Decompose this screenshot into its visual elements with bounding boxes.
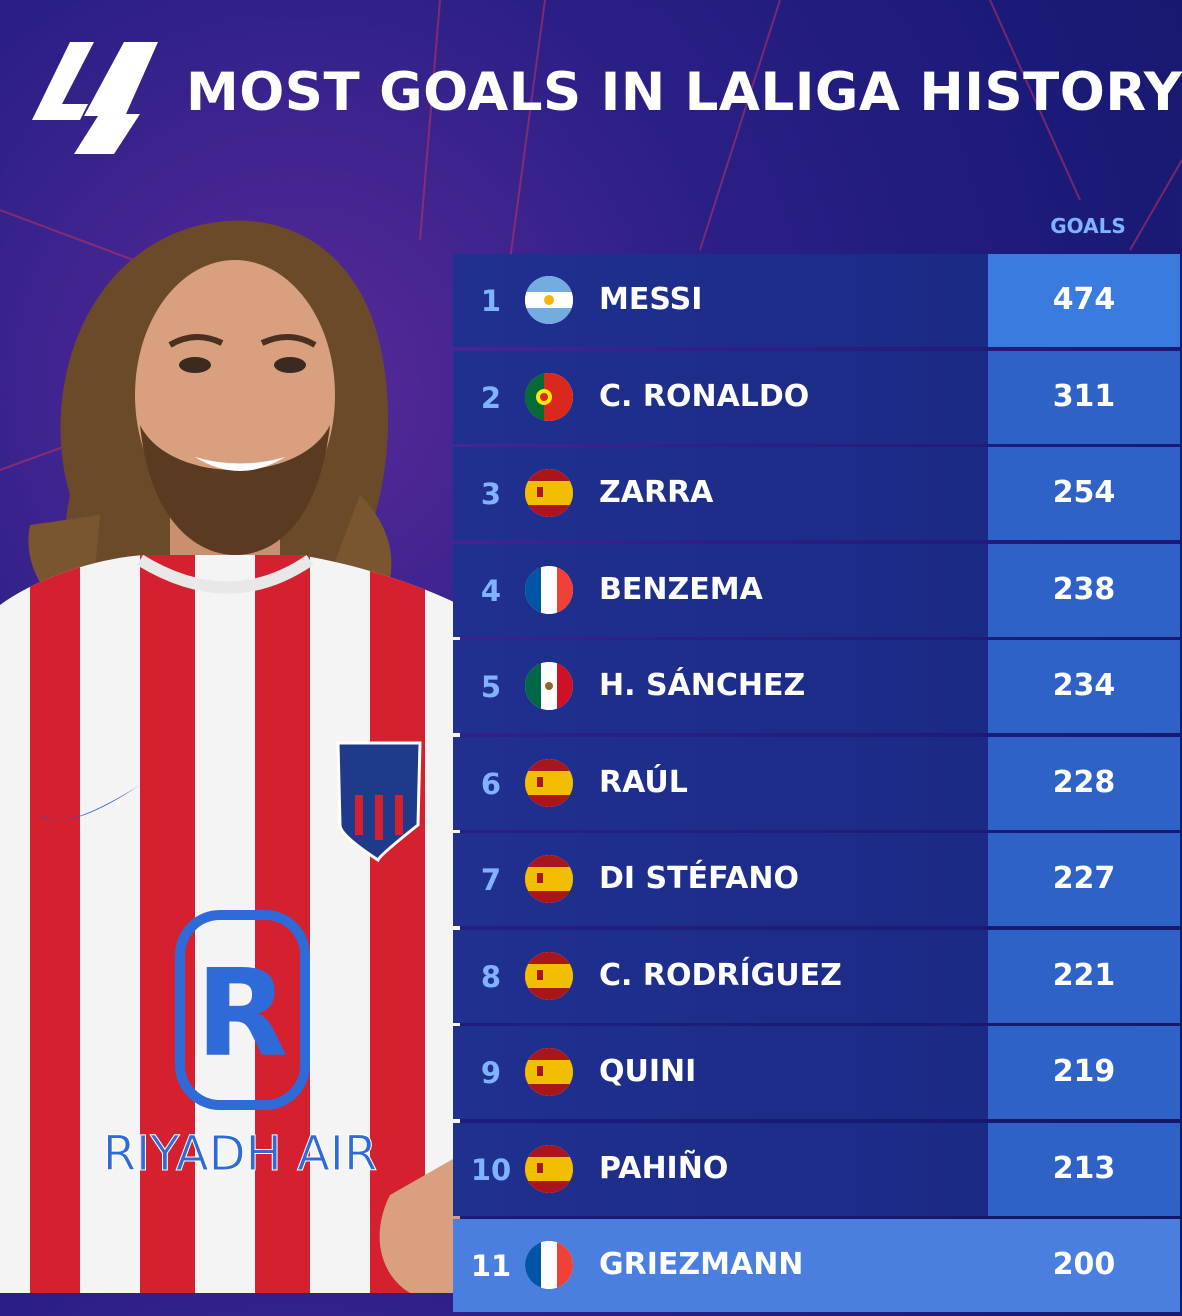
goals-value: 228 [1052, 764, 1116, 800]
player-name: DI STÉFANO [599, 861, 799, 896]
rank-number: 7 [480, 863, 502, 897]
value-cell [988, 254, 1180, 347]
goals-value: 238 [1052, 571, 1116, 607]
player-name: ZARRA [599, 475, 714, 510]
argentina-flag-icon [525, 276, 573, 324]
table-row: 11 GRIEZMANN 200 [453, 1219, 1180, 1312]
table-row: 8 C. RODRÍGUEZ 221 [453, 929, 1180, 1023]
rank-number: 4 [480, 573, 502, 608]
rank-number: 8 [480, 959, 502, 994]
france-flag-icon [525, 1241, 573, 1289]
rank-number: 1 [480, 284, 502, 318]
sponsor-text: RIYADH AIR [103, 1126, 378, 1182]
table-row: 5 H. SÁNCHEZ 234 [453, 640, 1180, 733]
table-row: 4 BENZEMA 238 [453, 543, 1180, 637]
player-name: BENZEMA [599, 571, 763, 607]
rank-number: 6 [480, 766, 502, 801]
table-row: 1 MESSI 474 [453, 254, 1180, 347]
rank-number: 3 [480, 477, 502, 511]
player-name: QUINI [599, 1054, 697, 1089]
player-name: PAHIÑO [599, 1150, 729, 1186]
player-name: C. RODRÍGUEZ [599, 957, 842, 993]
value-cell [988, 640, 1180, 733]
spain-flag-icon [525, 469, 573, 517]
table-row: 6 RAÚL 228 [453, 736, 1180, 830]
spain-flag-icon [525, 1048, 573, 1096]
value-cell [988, 447, 1180, 540]
spain-flag-icon [525, 758, 573, 807]
page-title: MOST GOALS IN LALIGA HISTORY [186, 62, 1182, 123]
table-row: 2 C. RONALDO 311 [453, 350, 1180, 444]
goals-value: 234 [1052, 668, 1116, 703]
player-name: C. RONALDO [599, 378, 810, 414]
value-cell [988, 736, 1180, 830]
player-name: MESSI [599, 282, 703, 317]
value-cell [988, 929, 1180, 1023]
table-row: 10 PAHIÑO 213 [453, 1122, 1180, 1216]
value-cell [988, 350, 1180, 444]
ranking-table: 1 MESSI 474 2 C. RONALDO 311 3 ZARRA 254 4 BENZEMA… [453, 254, 1180, 1316]
portugal-flag-icon [525, 372, 573, 421]
goals-value: 311 [1052, 378, 1116, 414]
goals-value: 221 [1052, 957, 1116, 993]
spain-flag-icon [525, 855, 573, 903]
rank-number: 10 [470, 1152, 512, 1187]
goals-column-header: GOALS [1050, 214, 1126, 238]
svg-text:R: R [196, 945, 288, 1084]
mexico-flag-icon [525, 662, 573, 710]
goals-value: 227 [1052, 861, 1116, 896]
rank-number: 11 [470, 1249, 512, 1283]
value-cell [988, 1122, 1180, 1216]
goals-value: 219 [1052, 1054, 1116, 1089]
france-flag-icon [525, 565, 573, 614]
player-name: GRIEZMANN [599, 1247, 804, 1282]
spain-flag-icon [525, 1144, 573, 1193]
laliga-logo [32, 42, 158, 154]
value-cell [988, 833, 1180, 926]
table-row: 7 DI STÉFANO 227 [453, 833, 1180, 926]
goals-value: 254 [1052, 475, 1116, 510]
player-photo: R RIYADH AIR [0, 220, 460, 1293]
goals-value: 200 [1052, 1247, 1116, 1282]
rank-number: 2 [480, 380, 502, 415]
value-cell [988, 543, 1180, 637]
value-cell [988, 1026, 1180, 1119]
player-name: RAÚL [599, 764, 688, 800]
rank-number: 5 [480, 670, 502, 704]
rank-number: 9 [480, 1056, 502, 1090]
spain-flag-icon [525, 951, 573, 1000]
goals-value: 474 [1052, 282, 1116, 317]
table-row: 9 QUINI 219 [453, 1026, 1180, 1119]
player-name: H. SÁNCHEZ [599, 668, 806, 703]
table-row: 3 ZARRA 254 [453, 447, 1180, 540]
goals-value: 213 [1052, 1150, 1116, 1186]
